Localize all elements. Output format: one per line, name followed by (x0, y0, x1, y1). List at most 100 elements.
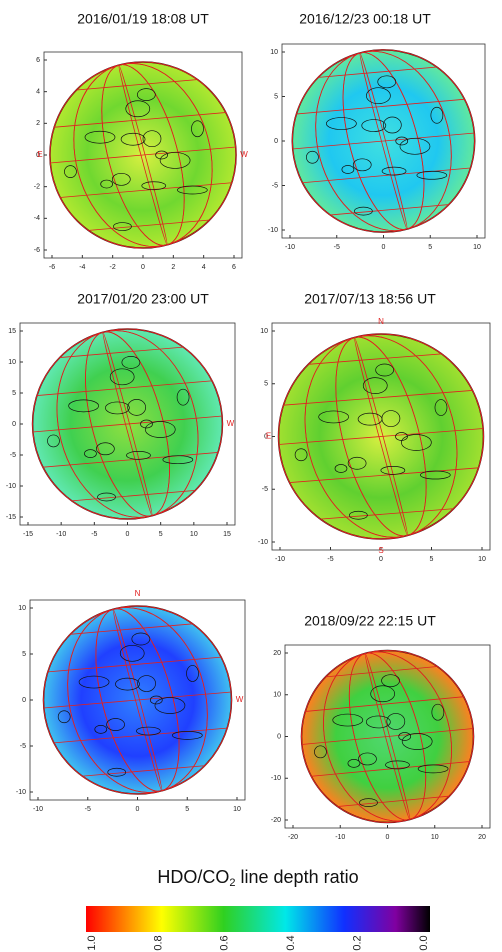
y-tick-label: 5 (274, 93, 278, 100)
x-tick-label: 5 (159, 531, 163, 538)
colorbar-title-rest: line depth ratio (236, 867, 359, 887)
y-tick-label: 0 (264, 433, 268, 440)
x-tick-label: 10 (233, 806, 241, 813)
y-tick-label: 10 (273, 692, 281, 699)
contour (434, 399, 448, 416)
y-tick-label: -5 (20, 743, 26, 750)
x-tick-label: -20 (288, 834, 298, 841)
contour (111, 172, 131, 186)
parallel (32, 451, 223, 469)
x-tick-label: -10 (285, 244, 295, 251)
contour (64, 165, 77, 178)
contour (375, 363, 395, 377)
contour (144, 421, 176, 438)
x-tick-label: -10 (275, 556, 285, 563)
parallel (49, 111, 237, 129)
colorbar-tick-label: 1.0 (86, 935, 98, 950)
y-tick-label: -2 (34, 184, 40, 191)
y-tick-label: -10 (16, 789, 26, 796)
contour (366, 87, 391, 105)
contour (306, 150, 319, 164)
contour (341, 165, 355, 174)
colorbar-tick-label: 0.8 (152, 935, 164, 950)
parallel (32, 415, 223, 433)
contour (382, 116, 402, 134)
x-tick-label: 10 (431, 834, 439, 841)
y-tick-label: -5 (272, 182, 278, 189)
x-tick-label: -5 (334, 244, 340, 251)
contour (318, 410, 350, 424)
contour (347, 456, 367, 470)
x-tick-label: -10 (56, 531, 66, 538)
contour (137, 675, 156, 692)
contour (386, 713, 406, 730)
contour (419, 470, 451, 480)
contour (417, 764, 449, 774)
y-tick-label: 10 (260, 328, 268, 335)
contour (357, 412, 383, 426)
contour (126, 451, 151, 460)
panel-title: 2018/09/22 22:15 UT (304, 613, 436, 629)
contour (84, 130, 116, 144)
y-tick-label: 0 (277, 733, 281, 740)
y-tick-label: 10 (270, 49, 278, 56)
contour (354, 206, 373, 216)
contour (349, 510, 368, 520)
y-tick-label: 5 (22, 651, 26, 658)
contour (127, 399, 147, 416)
contour (416, 170, 448, 180)
contour (120, 132, 146, 146)
x-tick-label: 5 (428, 244, 432, 251)
x-tick-label: 0 (141, 264, 145, 271)
colorbar-tick-label: 0.4 (285, 935, 297, 950)
x-tick-label: 4 (202, 264, 206, 271)
direction-label: E (266, 432, 271, 441)
limb (49, 61, 237, 249)
x-tick-label: -5 (327, 556, 333, 563)
y-tick-label: 10 (8, 359, 16, 366)
parallel (49, 181, 237, 199)
y-tick-label: 10 (18, 605, 26, 612)
colorbar-tick-label: 0.6 (219, 935, 231, 950)
x-tick-label: -5 (85, 806, 91, 813)
contour (159, 152, 191, 169)
y-tick-label: 4 (36, 89, 40, 96)
contour (78, 675, 110, 689)
x-tick-label: -10 (33, 806, 43, 813)
contour (401, 733, 433, 750)
contour (381, 166, 407, 176)
contour (84, 449, 97, 458)
contour (162, 455, 194, 465)
contour (332, 713, 364, 727)
contour (136, 88, 156, 101)
contour (115, 677, 140, 691)
x-tick-label: 0 (379, 556, 383, 563)
x-tick-label: -15 (23, 531, 33, 538)
parallel (292, 97, 475, 115)
y-tick-label: 0 (12, 421, 16, 428)
limb (43, 605, 232, 795)
contour (94, 724, 108, 734)
contour (141, 181, 167, 191)
parallel (292, 132, 475, 150)
contour (385, 760, 410, 770)
parallel (301, 728, 474, 745)
x-tick-label: 10 (478, 556, 486, 563)
limb (300, 649, 475, 824)
y-tick-label: 2 (36, 120, 40, 127)
limb (291, 49, 476, 233)
contour (107, 767, 127, 777)
panel-title: 2016/12/23 00:18 UT (299, 11, 431, 27)
direction-label: W (236, 695, 244, 704)
y-tick-label: -10 (258, 539, 268, 546)
contour (109, 368, 135, 386)
contour (399, 137, 431, 155)
y-tick-label: 15 (8, 328, 16, 335)
parallel (278, 389, 484, 406)
contour (155, 150, 168, 160)
contour (395, 136, 409, 146)
contour (334, 464, 348, 473)
contour (121, 356, 141, 369)
y-tick-label: -4 (34, 215, 40, 222)
